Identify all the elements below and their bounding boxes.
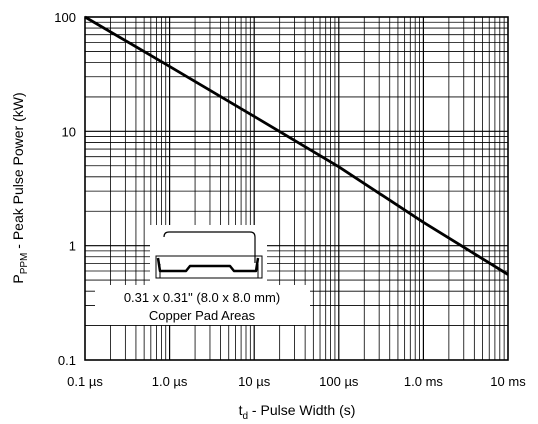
x-tick-label: 0.1 µs [67, 374, 103, 389]
x-axis-tick-labels: 0.1 µs 1.0 µs 10 µs 100 µs 1.0 ms 10 ms [67, 374, 526, 389]
x-tick-label: 1.0 µs [152, 374, 188, 389]
x-tick-label: 10 µs [238, 374, 271, 389]
y-axis-label: PPPM - Peak Pulse Power (kW) [10, 92, 30, 283]
smd-package-icon [155, 231, 263, 279]
y-tick-label: 10 [62, 124, 76, 139]
x-tick-label: 100 µs [319, 374, 359, 389]
x-tick-label: 1.0 ms [404, 374, 444, 389]
package-icon-background [150, 225, 267, 285]
annotation-group: 0.31 x 0.31" (8.0 x 8.0 mm) Copper Pad A… [95, 225, 310, 325]
annotation-box-background [95, 285, 310, 325]
x-axis-label: td - Pulse Width (s) [239, 402, 356, 422]
x-tick-label: 10 ms [490, 374, 526, 389]
y-tick-label: 100 [54, 10, 76, 25]
annotation-line-1: 0.31 x 0.31" (8.0 x 8.0 mm) [124, 290, 280, 305]
y-tick-label: 1 [69, 239, 76, 254]
plot-frame [84, 16, 509, 361]
series-line [84, 15, 509, 276]
annotation-line-2: Copper Pad Areas [149, 308, 256, 323]
y-tick-label: 0.1 [58, 353, 76, 368]
y-axis-tick-labels: 0.1 1 10 100 [54, 10, 76, 368]
